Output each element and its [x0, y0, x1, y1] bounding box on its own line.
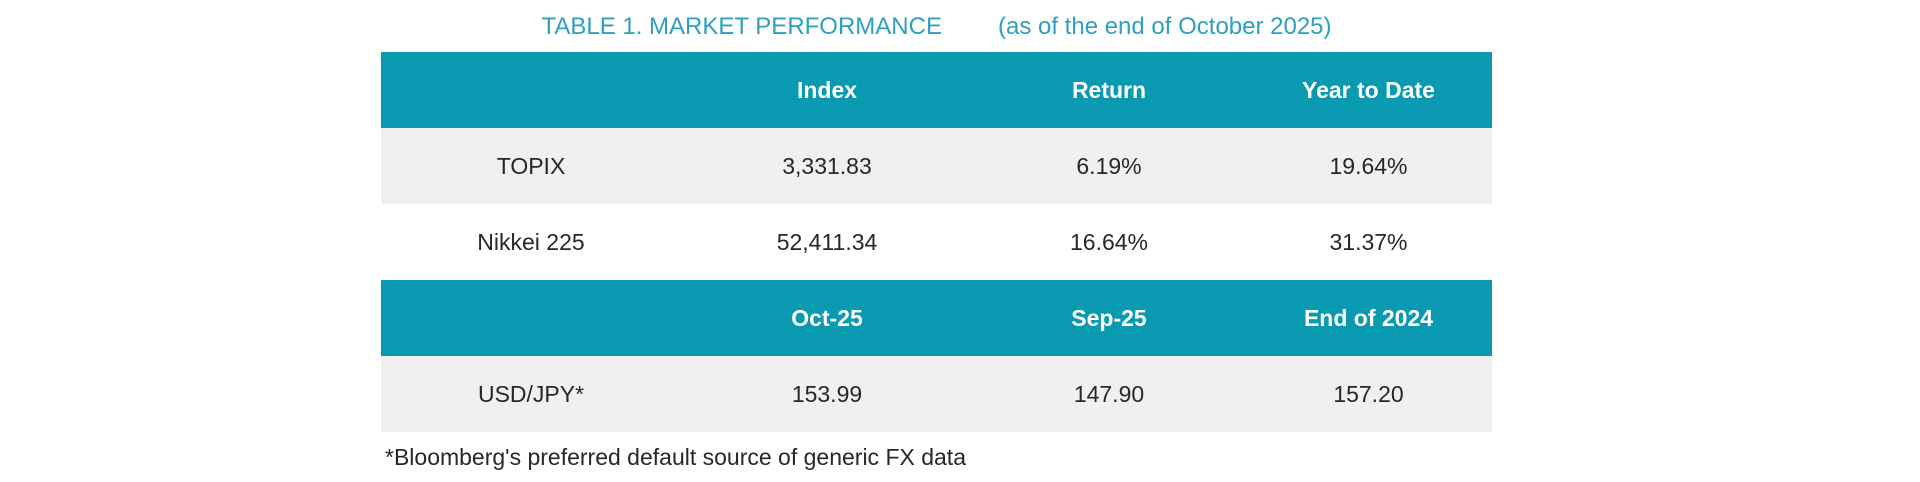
- row-label-nikkei: Nikkei 225: [477, 228, 585, 255]
- index-header-row: Index Return Year to Date: [381, 52, 1492, 128]
- usdjpy-oct-25-value: 153.99: [791, 380, 863, 407]
- usdjpy-sep-25-value: 147.90: [1073, 380, 1145, 407]
- nikkei-return-value: 16.64%: [1069, 228, 1148, 255]
- row-label-topix: TOPIX: [496, 152, 566, 179]
- table-row-topix: TOPIX 3,331.83 6.19% 19.64%: [381, 128, 1492, 204]
- topix-ytd-value: 19.64%: [1329, 152, 1408, 179]
- header-cell-year-to-date: Year to Date: [1302, 76, 1435, 103]
- market-performance-table: Index Return Year to Date TOPIX 3,331.83…: [381, 52, 1492, 432]
- usdjpy-end-of-2024-value: 157.20: [1333, 380, 1404, 407]
- header-cell-index: Index: [796, 76, 858, 103]
- topix-return-value: 6.19%: [1076, 152, 1142, 179]
- table-row-nikkei: Nikkei 225 52,411.34 16.64% 31.37%: [381, 204, 1492, 280]
- footnote: *Bloomberg's preferred default source of…: [385, 444, 966, 470]
- table-title-date: (as of the end of October 2025): [997, 13, 1332, 40]
- topix-index-value: 3,331.83: [782, 152, 872, 179]
- table-title-main: TABLE 1. MARKET PERFORMANCE: [541, 13, 942, 40]
- header-cell-oct-25: Oct-25: [791, 304, 863, 331]
- table-title: TABLE 1. MARKET PERFORMANCE (as of the e…: [381, 12, 1492, 42]
- nikkei-index-value: 52,411.34: [776, 228, 878, 255]
- fx-header-row: Oct-25 Sep-25 End of 2024: [381, 280, 1492, 356]
- row-label-usdjpy: USD/JPY*: [477, 380, 585, 407]
- header-cell-end-of-2024: End of 2024: [1303, 304, 1434, 331]
- table-row-usdjpy: USD/JPY* 153.99 147.90 157.20: [381, 356, 1492, 432]
- header-cell-return: Return: [1071, 76, 1147, 103]
- nikkei-ytd-value: 31.37%: [1329, 228, 1408, 255]
- header-cell-sep-25: Sep-25: [1071, 304, 1147, 331]
